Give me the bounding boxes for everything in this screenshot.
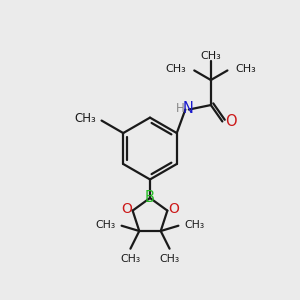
Text: CH₃: CH₃ (200, 51, 221, 61)
Text: H: H (176, 102, 184, 115)
Text: O: O (121, 202, 132, 216)
Text: O: O (225, 114, 236, 129)
Text: CH₃: CH₃ (74, 112, 96, 125)
Text: N: N (183, 100, 194, 116)
Text: O: O (168, 202, 179, 216)
Text: CH₃: CH₃ (185, 220, 205, 230)
Text: CH₃: CH₃ (165, 64, 186, 74)
Text: B: B (145, 190, 155, 206)
Text: CH₃: CH₃ (120, 254, 140, 264)
Text: CH₃: CH₃ (160, 254, 180, 264)
Text: CH₃: CH₃ (236, 64, 256, 74)
Text: CH₃: CH₃ (95, 220, 115, 230)
